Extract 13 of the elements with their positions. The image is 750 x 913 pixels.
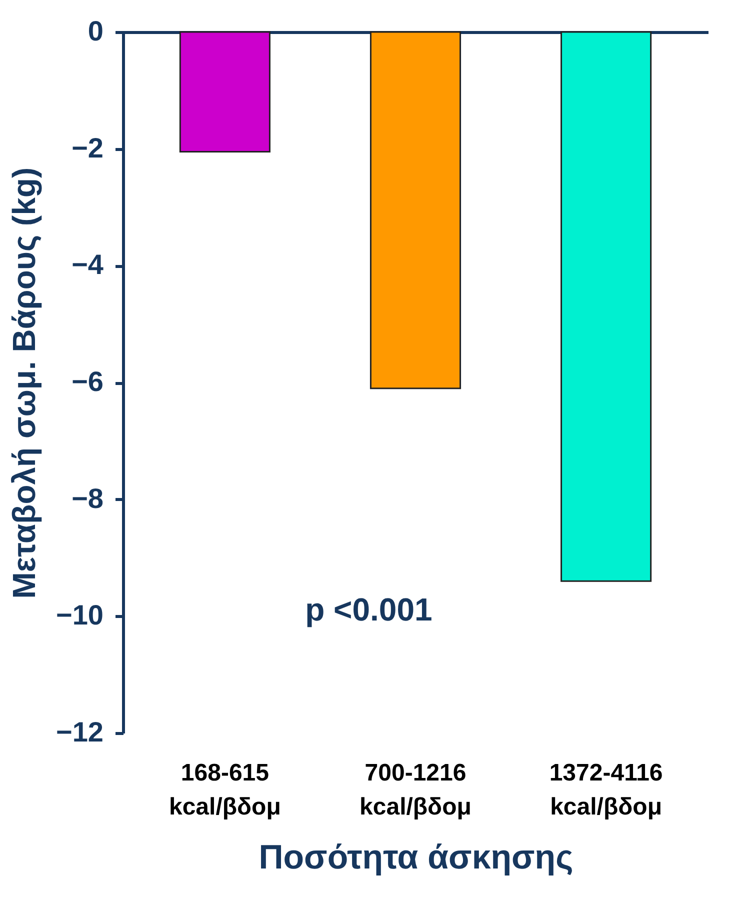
x-tick-label: 1372-4116 kcal/βδομ [549, 760, 663, 820]
y-tick-label: −8 [72, 482, 104, 514]
y-tick-label: 0 [88, 16, 104, 46]
y-tick-label: −10 [56, 600, 104, 631]
x-axis-title: Ποσότητα άσκησης [258, 838, 574, 876]
x-tick-label: 700-1216 kcal/βδομ [360, 760, 472, 820]
annotation: p <0.001 [305, 591, 432, 628]
y-tick-label: −6 [72, 366, 104, 397]
x-tick-label: 168-615 kcal/βδομ [168, 760, 281, 820]
y-tick-label: −2 [72, 132, 104, 164]
y-tick-label: −4 [72, 249, 104, 280]
y-tick-label: −12 [56, 716, 104, 748]
y-axis-title: Μεταβολή σωμ. Βάρους (kg) [6, 167, 42, 599]
